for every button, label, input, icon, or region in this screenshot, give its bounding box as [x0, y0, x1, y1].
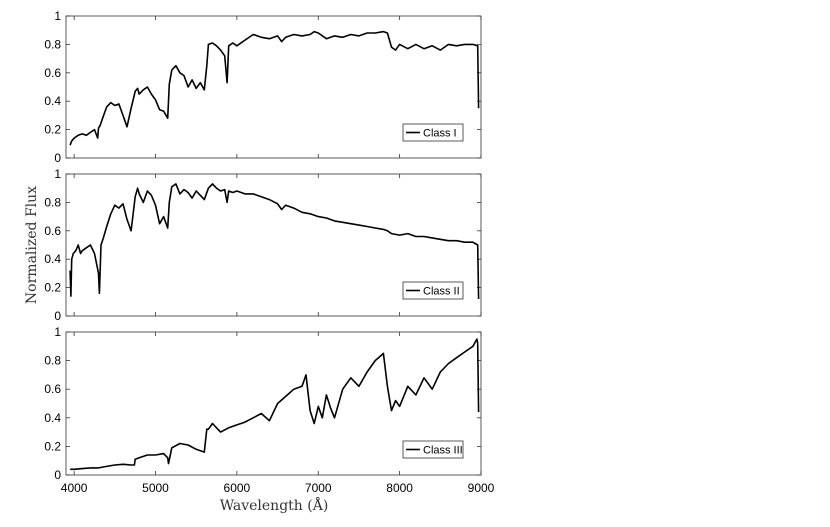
x-tick-label: 8000 — [386, 481, 413, 495]
y-tick-label: 0.6 — [44, 224, 61, 238]
x-tick-label: 5000 — [142, 481, 169, 495]
y-tick-label: 0.2 — [44, 281, 61, 295]
y-tick-label: 0.8 — [44, 37, 61, 51]
legend: Class I — [402, 123, 464, 142]
spectrum-line-series — [69, 183, 480, 300]
y-tick-label: 0 — [54, 468, 61, 482]
x-tick-label: 7000 — [305, 481, 332, 495]
y-tick-label: 1 — [54, 9, 61, 23]
panel-2: 0 0.2 0.4 0.6 0.8 1 Class II — [44, 167, 482, 323]
x-tick-label: 6000 — [224, 481, 251, 495]
y-axis-label: Normalized Flux — [24, 186, 40, 304]
legend: Class II — [402, 281, 464, 300]
y-tick-label: 0.8 — [44, 195, 61, 209]
legend-box — [402, 440, 464, 459]
x-tick-label: 9000 — [468, 481, 495, 495]
y-tick-label: 0.4 — [44, 252, 61, 266]
y-tick-label: 0.6 — [44, 382, 61, 396]
legend-label: Class II — [423, 286, 460, 298]
panel-1: 0 0.2 0.4 0.6 0.8 1 Class I — [44, 9, 482, 165]
y-tick-label: 0 — [54, 151, 61, 165]
y-tick-label: 0.4 — [44, 411, 61, 425]
y-tick-label: 0.8 — [44, 354, 61, 368]
legend-box — [402, 281, 464, 300]
legend: Class III — [402, 440, 464, 459]
spectrum-line-series — [69, 30, 480, 146]
y-tick-label: 1 — [54, 167, 61, 181]
plot-frame — [65, 331, 482, 476]
x-axis-label: Wavelength (Å) — [220, 496, 329, 514]
y-tick-label: 1 — [54, 325, 61, 339]
y-tick-label: 0.2 — [44, 439, 61, 453]
y-tick-label: 0.6 — [44, 66, 61, 80]
y-tick-label: 0.4 — [44, 94, 61, 108]
legend-box — [402, 123, 464, 142]
y-tick-label: 0.2 — [44, 123, 61, 137]
panel-3: 0 0.2 0.4 0.6 0.8 1 4000 5000 6000 7000 8000 9000 Cl… — [44, 325, 494, 495]
spectra-panels: 0 0.2 0.4 0.6 0.8 1 Class I 0 0.2 0.4 0.6 0.8 1 Class… — [44, 9, 494, 495]
spectrum-line-series — [70, 338, 480, 471]
legend-label: Class I — [423, 128, 457, 140]
plot-frame — [65, 15, 482, 159]
x-tick-label: 4000 — [61, 481, 88, 495]
plot-frame — [65, 173, 482, 317]
y-tick-label: 0 — [54, 309, 61, 323]
legend-label: Class III — [423, 445, 463, 457]
